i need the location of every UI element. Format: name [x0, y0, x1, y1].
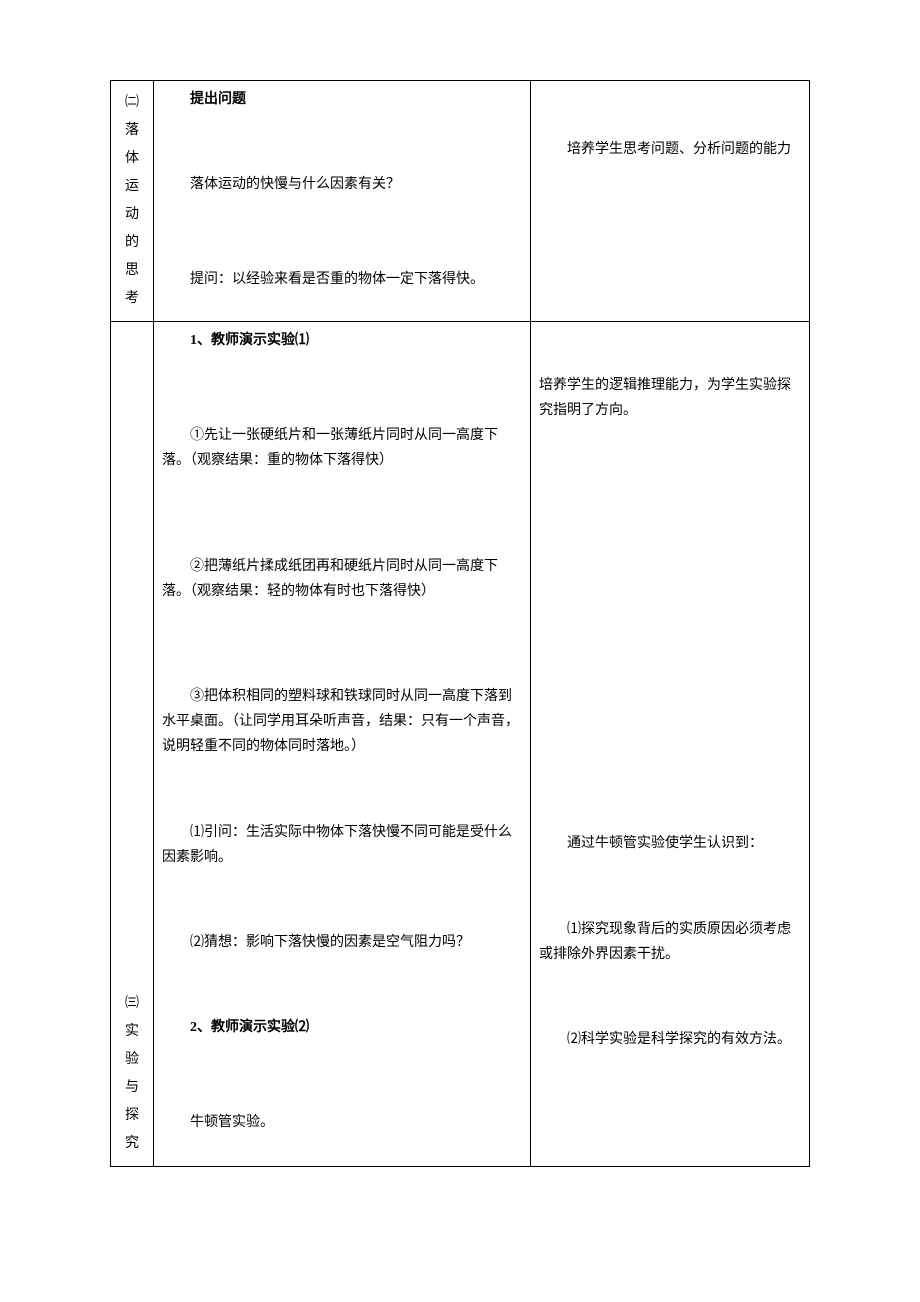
- paragraph: 牛顿管实验。: [162, 1110, 522, 1135]
- table-row: ㈡落体运动的思考 提出问题 落体运动的快慢与什么因素有关？ 提问：以经验来看是否…: [111, 81, 810, 322]
- paragraph: ②把薄纸片揉成纸团再和硬纸片同时从同一高度下落。（观察结果：轻的物体有时也下落得…: [162, 554, 522, 604]
- purpose-cell: 培养学生思考问题、分析问题的能力: [531, 81, 810, 322]
- spacer: [539, 87, 801, 137]
- paragraph: ③把体积相同的塑料球和铁球同时从同一高度下落到水平桌面。（让同学用耳朵听声音，结…: [162, 684, 522, 760]
- heading: 1、教师演示实验⑴: [162, 328, 522, 353]
- section-label: ㈢实验与探究: [125, 990, 139, 1158]
- paragraph: 提问：以经验来看是否重的物体一定下落得快。: [162, 267, 522, 292]
- purpose-cell: 培养学生的逻辑推理能力，为学生实验探究指明了方向。 通过牛顿管实验使学生认识到：…: [531, 322, 810, 1167]
- section-label: ㈡落体运动的思考: [125, 89, 139, 313]
- spacer: [539, 328, 801, 373]
- paragraph: 通过牛顿管实验使学生认识到：: [539, 831, 801, 856]
- table-row: ㈢实验与探究 1、教师演示实验⑴ ①先让一张硬纸片和一张薄纸片同时从同一高度下落…: [111, 322, 810, 1167]
- section-label-cell: ㈢实验与探究: [111, 322, 154, 1167]
- heading: 2、教师演示实验⑵: [162, 1015, 522, 1040]
- paragraph: 落体运动的快慢与什么因素有关？: [162, 172, 522, 197]
- activity-cell: 1、教师演示实验⑴ ①先让一张硬纸片和一张薄纸片同时从同一高度下落。（观察结果：…: [154, 322, 531, 1167]
- activity-cell: 提出问题 落体运动的快慢与什么因素有关？ 提问：以经验来看是否重的物体一定下落得…: [154, 81, 531, 322]
- lesson-table: ㈡落体运动的思考 提出问题 落体运动的快慢与什么因素有关？ 提问：以经验来看是否…: [110, 80, 810, 1167]
- paragraph: ⑵猜想：影响下落快慢的因素是空气阻力吗？: [162, 930, 522, 955]
- paragraph: 培养学生的逻辑推理能力，为学生实验探究指明了方向。: [539, 373, 801, 423]
- paragraph: ⑴探究现象背后的实质原因必须考虑或排除外界因素干扰。: [539, 917, 801, 967]
- section-label-cell: ㈡落体运动的思考: [111, 81, 154, 322]
- paragraph: 培养学生思考问题、分析问题的能力: [539, 137, 801, 162]
- document-page: ㈡落体运动的思考 提出问题 落体运动的快慢与什么因素有关？ 提问：以经验来看是否…: [0, 0, 920, 1227]
- paragraph: ⑵科学实验是科学探究的有效方法。: [539, 1027, 801, 1052]
- paragraph: ①先让一张硬纸片和一张薄纸片同时从同一高度下落。（观察结果：重的物体下落得快）: [162, 423, 522, 473]
- spacer: [113, 330, 151, 990]
- spacer: [539, 461, 801, 831]
- heading: 提出问题: [162, 87, 522, 112]
- paragraph: ⑴引问：生活实际中物体下落快慢不同可能是受什么因素影响。: [162, 820, 522, 870]
